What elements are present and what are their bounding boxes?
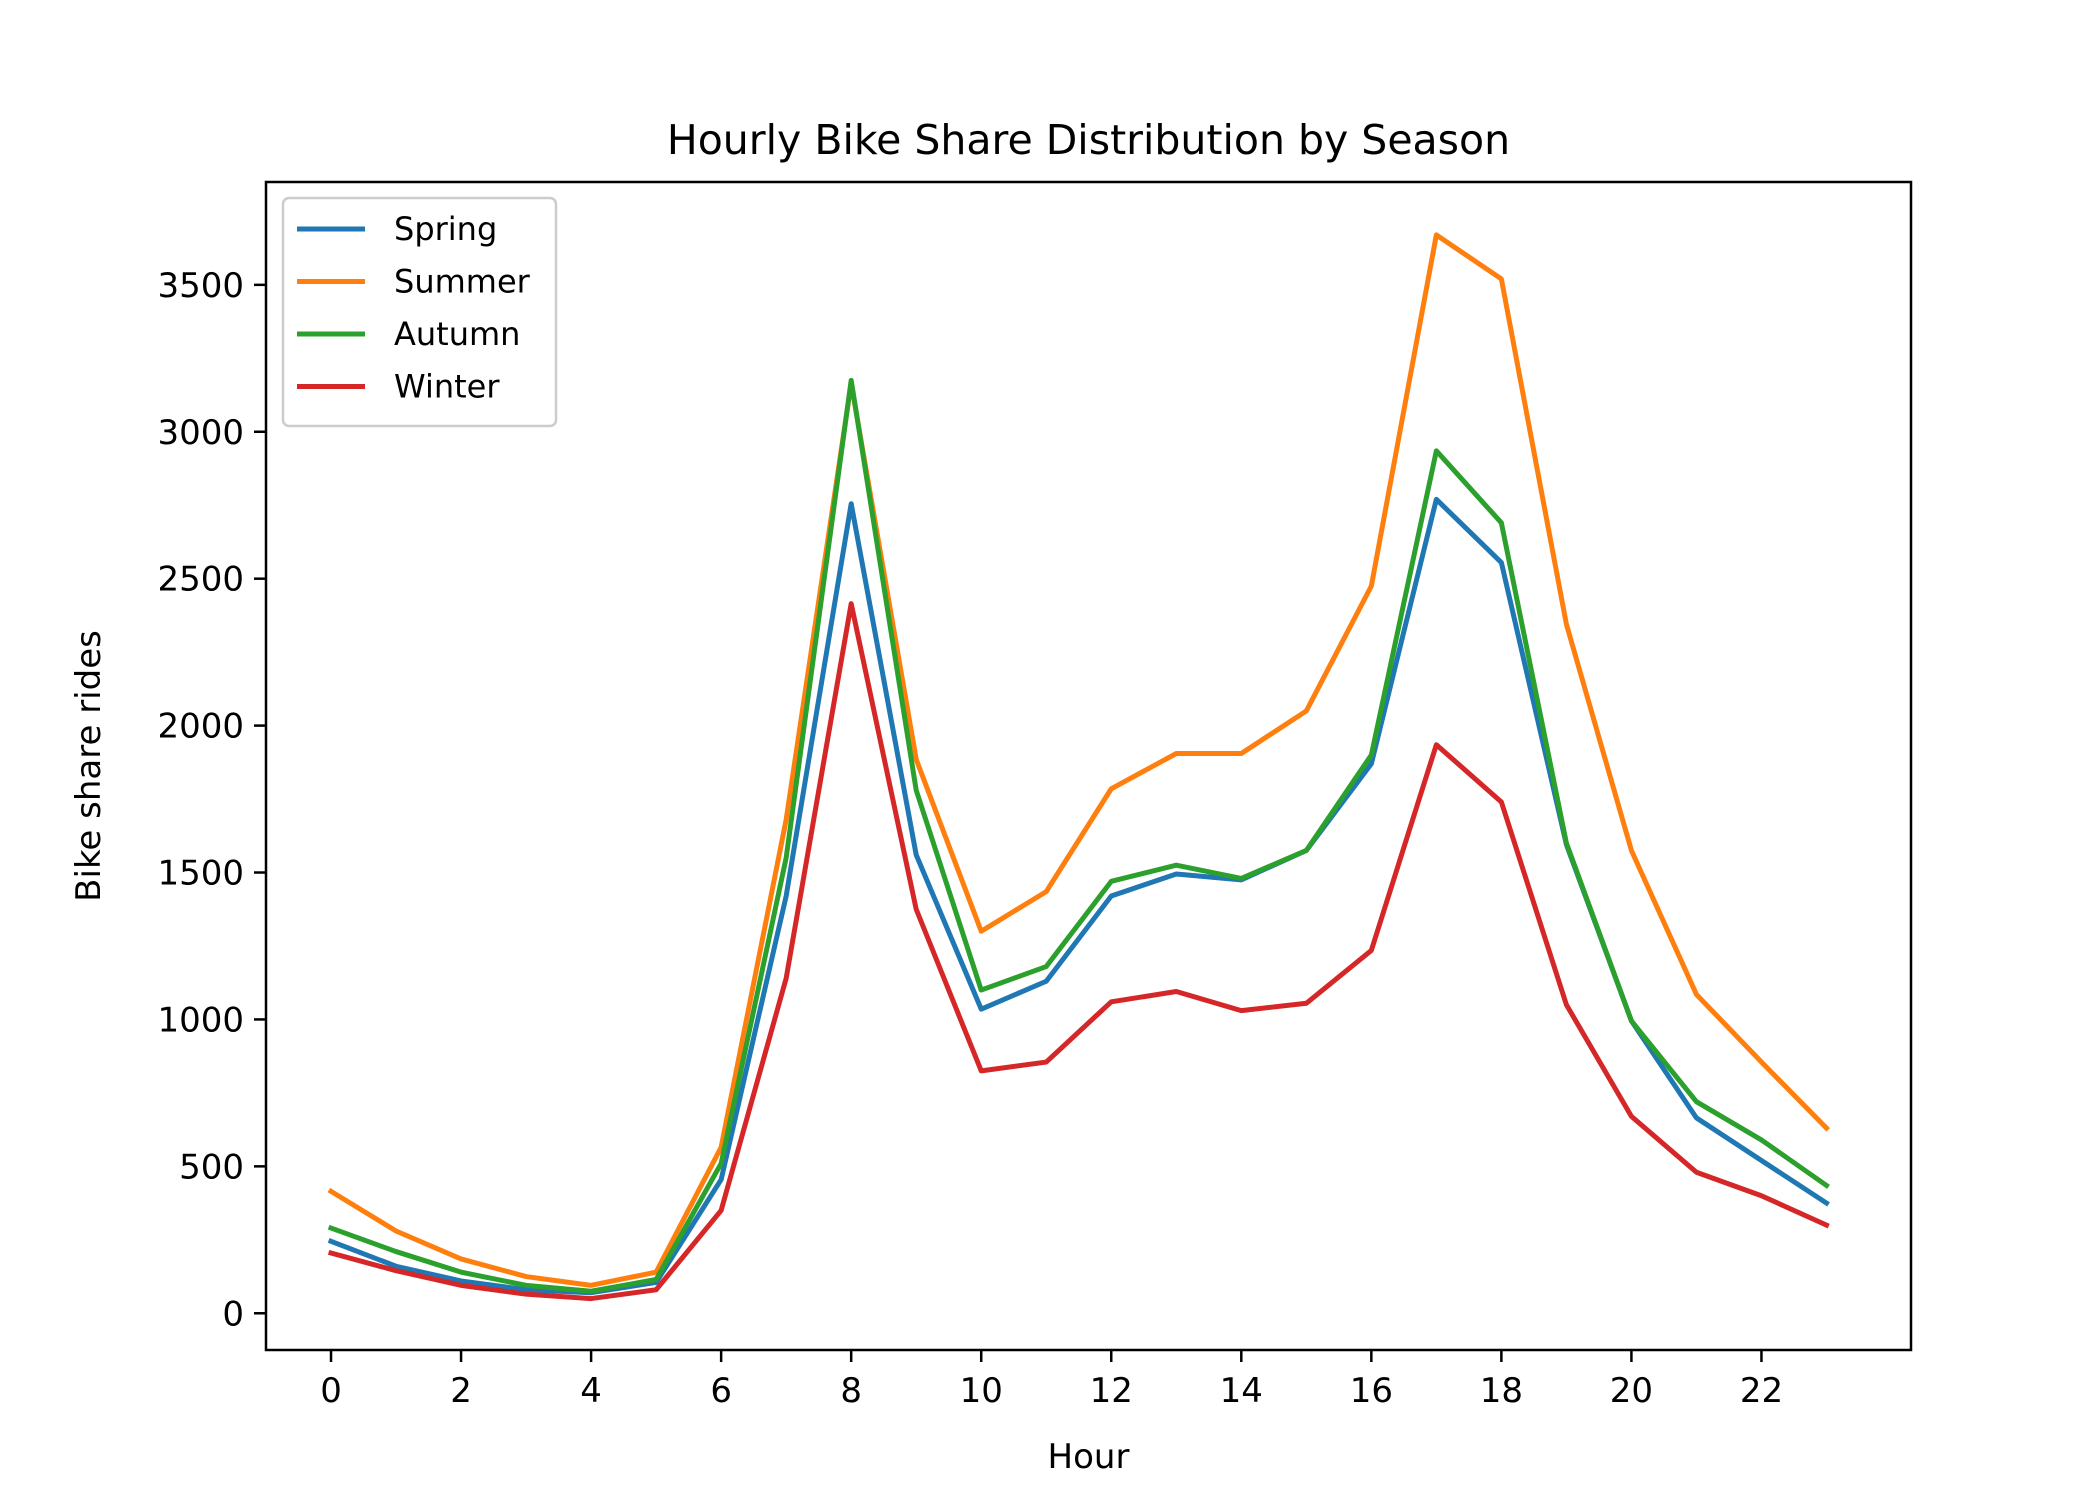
series-line-winter [327,601,1830,1302]
x-tick-label: 6 [710,1371,732,1411]
series-line-autumn [327,377,1830,1294]
x-tick-label: 2 [450,1371,472,1411]
x-tick-label: 20 [1610,1371,1653,1411]
y-tick-label: 3000 [157,413,244,453]
y-tick-label: 1000 [157,1000,244,1040]
y-axis-label: Bike share rides [69,630,109,902]
legend-label-spring: Spring [394,210,497,248]
axes-frame [264,180,1913,1352]
x-axis-label: Hour [1048,1437,1130,1477]
y-tick-label: 3500 [157,266,244,306]
y-tick-label: 500 [179,1147,244,1187]
x-tick-label: 4 [580,1371,602,1411]
legend-label-winter: Winter [394,368,500,406]
x-tick-label: 8 [840,1371,862,1411]
axes: 0 2 4 6 8 10 12 14 16 18 20 22 0 500 1000 1500 2000 2500 3… [157,180,1913,1411]
x-tick-label: 18 [1480,1371,1523,1411]
x-tick-label: 22 [1740,1371,1783,1411]
x-tick-label: 12 [1090,1371,1133,1411]
legend-label-summer: Summer [394,263,531,301]
plot-area [327,232,1831,1302]
y-tick-label: 2500 [157,560,244,600]
x-tick-label: 10 [960,1371,1003,1411]
x-tick-label: 0 [320,1371,342,1411]
y-tick-label: 1500 [157,854,244,894]
y-tick-label: 2000 [157,707,244,747]
x-tick-label: 14 [1220,1371,1263,1411]
chart-title: Hourly Bike Share Distribution by Season [667,116,1510,164]
legend-label-autumn: Autumn [394,315,520,353]
x-tick-label: 16 [1350,1371,1393,1411]
series-line-summer [327,232,1831,1288]
legend: Spring Summer Autumn Winter [281,196,558,428]
y-tick-label: 0 [222,1294,244,1334]
legend-box [281,196,558,428]
